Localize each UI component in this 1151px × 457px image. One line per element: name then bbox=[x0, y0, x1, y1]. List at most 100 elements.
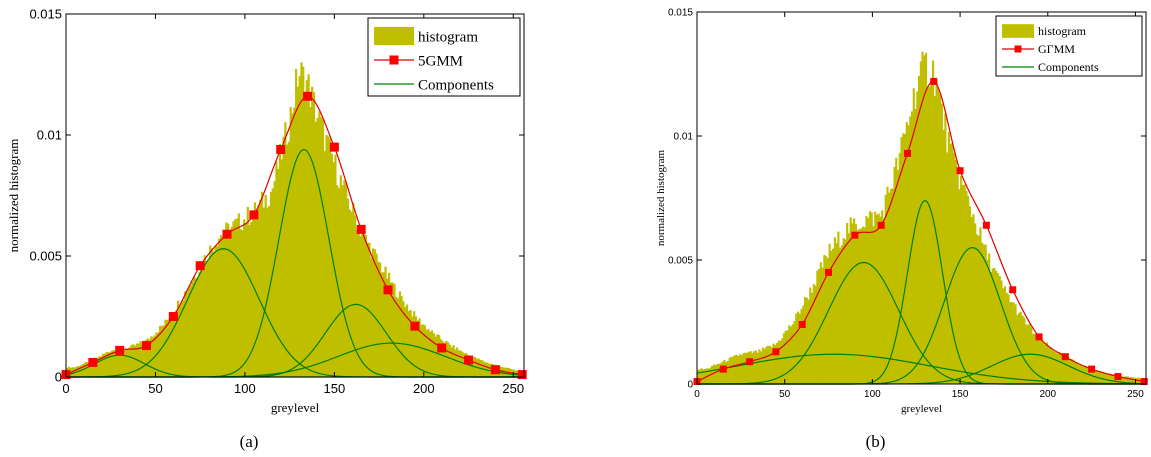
histogram-bar bbox=[1098, 370, 1101, 384]
mixture-marker bbox=[746, 358, 754, 366]
x-tick-label: 150 bbox=[324, 381, 346, 396]
histogram-bar bbox=[991, 268, 994, 384]
histogram-bar bbox=[162, 325, 165, 377]
histogram-bar bbox=[259, 199, 262, 377]
histogram-bar bbox=[1056, 353, 1059, 384]
histogram-bar bbox=[905, 122, 908, 385]
histogram-bar bbox=[754, 350, 758, 384]
x-tick-label: 0 bbox=[62, 381, 69, 396]
histogram-bar bbox=[346, 198, 350, 377]
histogram-bar bbox=[178, 306, 181, 377]
histogram-bar bbox=[123, 349, 126, 377]
histogram-bar bbox=[1128, 377, 1131, 384]
mixture-marker bbox=[115, 345, 125, 355]
histogram-bar bbox=[1061, 353, 1064, 384]
histogram-bar bbox=[237, 213, 240, 377]
mixture-marker bbox=[168, 312, 178, 321]
histogram-bar bbox=[711, 365, 714, 384]
histogram-bar bbox=[893, 166, 896, 384]
histogram-bar bbox=[201, 266, 205, 377]
histogram-bar bbox=[960, 175, 963, 384]
histogram-bar bbox=[91, 359, 94, 377]
histogram-bar bbox=[386, 278, 389, 377]
histogram-bar bbox=[844, 239, 847, 384]
histogram-bar bbox=[141, 342, 144, 377]
mixture-marker bbox=[356, 224, 366, 234]
histogram-bar bbox=[737, 355, 740, 384]
histogram-bar bbox=[917, 75, 921, 385]
histogram-bar bbox=[995, 270, 998, 384]
histogram-bar bbox=[321, 119, 325, 378]
histogram-bar bbox=[697, 369, 700, 384]
histogram-bar bbox=[900, 137, 903, 384]
histogram-bar bbox=[126, 349, 130, 377]
histogram-bar bbox=[214, 245, 217, 377]
histogram-bar bbox=[289, 107, 292, 378]
histogram-bar bbox=[327, 136, 330, 377]
histogram-bar bbox=[371, 248, 375, 377]
histogram-bar bbox=[1123, 376, 1126, 384]
histogram-bar bbox=[223, 233, 226, 377]
histogram-bar bbox=[278, 143, 282, 377]
x-tick-label: 200 bbox=[413, 381, 435, 396]
mixture-marker bbox=[1009, 286, 1017, 294]
histogram-bar bbox=[1035, 335, 1038, 384]
histogram-bar bbox=[818, 268, 821, 384]
histogram-bar bbox=[814, 285, 817, 384]
histogram-bar bbox=[243, 219, 246, 377]
histogram-bar bbox=[940, 103, 943, 385]
x-tick-label: 50 bbox=[148, 381, 162, 396]
histogram-bar bbox=[774, 344, 777, 384]
histogram-bar bbox=[1053, 351, 1056, 384]
histogram-bar bbox=[396, 298, 400, 377]
histogram-bar bbox=[325, 134, 328, 377]
histogram-bar bbox=[833, 237, 836, 384]
histogram-bar bbox=[280, 159, 283, 377]
histogram-bar bbox=[182, 300, 185, 377]
histogram-bar bbox=[151, 336, 155, 377]
histogram-bar bbox=[375, 253, 378, 377]
histogram-bar bbox=[146, 338, 149, 377]
histogram-bar bbox=[262, 207, 265, 377]
y-tick-label: 0.01 bbox=[674, 132, 694, 143]
histogram-bar bbox=[87, 362, 90, 377]
histogram-bar bbox=[80, 365, 83, 377]
histogram-bar bbox=[928, 86, 931, 384]
mixture-marker bbox=[1140, 378, 1148, 386]
histogram-bar bbox=[974, 223, 977, 384]
histogram-bar bbox=[854, 224, 857, 384]
histogram-bar bbox=[772, 343, 775, 384]
histogram-bar bbox=[879, 216, 882, 384]
histogram-bar bbox=[781, 338, 784, 384]
histogram-bar bbox=[318, 111, 321, 377]
mixture-marker bbox=[956, 167, 964, 175]
histogram-bar bbox=[1070, 358, 1073, 384]
histogram-bar bbox=[112, 350, 115, 377]
histogram-bar bbox=[345, 183, 348, 377]
histogram-bar bbox=[1079, 365, 1082, 384]
histogram-bar bbox=[180, 303, 183, 377]
histogram-bar bbox=[393, 283, 396, 377]
histogram-bar bbox=[456, 347, 459, 377]
histogram-bar bbox=[219, 235, 223, 377]
histogram-bar bbox=[355, 230, 359, 377]
histogram-bar bbox=[989, 271, 993, 384]
histogram-bar bbox=[189, 285, 192, 377]
x-tick-label: 100 bbox=[864, 389, 881, 400]
histogram-bar bbox=[875, 214, 879, 384]
axes-frame bbox=[696, 11, 1147, 385]
histogram-bar bbox=[307, 74, 310, 378]
mixture-marker bbox=[464, 355, 474, 365]
histogram-bar bbox=[975, 234, 979, 384]
histogram-bar bbox=[1002, 288, 1005, 384]
histogram-bar bbox=[1068, 359, 1071, 384]
histogram-bar bbox=[898, 152, 901, 384]
histogram-bar bbox=[935, 81, 938, 384]
histogram-bar bbox=[248, 224, 251, 377]
histogram-bar bbox=[1126, 376, 1129, 384]
histogram-bar bbox=[384, 266, 387, 377]
histogram-bar bbox=[368, 242, 371, 377]
histogram-bar bbox=[884, 194, 887, 384]
histogram-bar bbox=[250, 221, 253, 377]
histogram-bar bbox=[171, 314, 174, 377]
